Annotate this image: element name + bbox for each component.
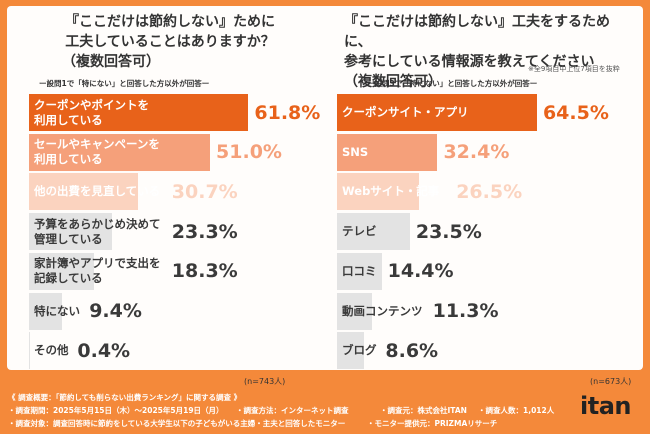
left-question-line: 『ここだけは節約しない』ために (65, 14, 275, 30)
bar (29, 332, 31, 370)
survey-footer: 《 調査概要：「節約しても削らない出費ランキング」に関する調査 》 ・調査期間：… (0, 374, 650, 434)
bar (29, 292, 63, 330)
bar-category-label: 特にない (34, 303, 80, 318)
left-question: 『ここだけは節約しない』ために 工夫していることはありますか？ （複数回答可） (20, 12, 320, 72)
bar (337, 173, 420, 211)
footer-period: ・調査期間：2025年5月15日（木）～2025年5月19日（月） (8, 406, 224, 415)
bar-category-label: SNS (342, 144, 369, 159)
bar-value-label: 26.5% (456, 180, 523, 203)
bar-value-label: 8.6% (385, 339, 439, 362)
bar-value-label: 32.4% (443, 141, 510, 164)
left-sample-size: (n=743人) (244, 377, 286, 386)
bar (29, 173, 138, 211)
bar-category-label: セールやキャンペーンを 利用している (34, 137, 160, 167)
bar (337, 332, 364, 370)
bar (29, 94, 249, 131)
bar-category-label: クーポンサイト・アプリ (342, 105, 469, 119)
left-question-line: （複数回答可） (62, 54, 160, 70)
bar-value-label: 18.3% (171, 260, 238, 283)
bar-value-label: 23.5% (415, 220, 482, 243)
bar (337, 252, 382, 290)
bar (29, 133, 211, 171)
bar-value-label: 61.8% (254, 101, 321, 124)
bar-value-label: 0.4% (77, 339, 131, 362)
right-extract-note: ※全9項目中上位7項目を抜粋 (528, 65, 620, 73)
itan-logo: itan (580, 392, 631, 420)
right-sample-size: (n=673人) (590, 377, 632, 386)
bar-value-label: 14.4% (387, 260, 454, 283)
right-question-line: （複数回答可） (344, 74, 442, 90)
right-question-line: 参考にしている情報源を教えてください (344, 54, 595, 70)
left-question-line: 工夫していることはありますか？ (65, 34, 275, 50)
bar (337, 133, 438, 171)
right-question-line: 『ここだけは節約しない』工夫をするために、 (344, 14, 610, 50)
right-question: 『ここだけは節約しない』工夫をするために、 参考にしている情報源を教えてください… (336, 12, 636, 92)
bar-value-label: 23.3% (171, 220, 238, 243)
bar (29, 252, 94, 290)
bar (29, 213, 112, 251)
footer-provider: ・モニター提供元：PRIZMAリサーチ (367, 419, 498, 428)
bar-value-label: 9.4% (89, 300, 142, 322)
bar-category-label: クーポンやポイントを 利用している (34, 97, 149, 127)
bar-category-label: 他の出費を見直している (34, 184, 161, 199)
footer-count: ・調査人数：1,012人 (478, 406, 555, 415)
bar-category-label: 動画コンテンツ (342, 303, 423, 318)
footer-source: ・調査元：株式会社ITAN (380, 406, 467, 415)
bar-category-label: Webサイト・記事 (342, 184, 440, 199)
bar-value-label: 51.0% (216, 141, 282, 164)
bar-category-label: ブログ (342, 343, 377, 358)
left-subnote: ー設問1で「特にない」と回答した方以外が回答ー (39, 79, 210, 88)
bar (337, 213, 410, 251)
footer-method: ・調査方法：インターネット調査 (236, 406, 349, 415)
bar-category-label: 口コミ (342, 263, 377, 278)
bar-category-label: 予算をあらかじめ決めて 管理している (34, 216, 161, 246)
footer-target: ・調査対象：調査回答時に節約をしている大学生以下の子どもがいる主婦・主夫と回答し… (8, 419, 346, 428)
bar-category-label: その他 (34, 343, 69, 358)
bar-category-label: 家計簿やアプリで支出を 記録している (34, 256, 161, 286)
right-subnote: ー設問3で「特にない」と回答した方以外が回答ー (367, 79, 538, 88)
bar (337, 94, 537, 131)
footer-title: 《 調査概要：「節約しても削らない出費ランキング」に関する調査 》 (8, 393, 242, 402)
bar-category-label: テレビ (342, 224, 377, 239)
bar-value-label: 64.5% (542, 101, 609, 124)
bar-value-label: 11.3% (432, 300, 499, 322)
bar-value-label: 30.7% (171, 180, 238, 203)
bar (337, 292, 373, 330)
